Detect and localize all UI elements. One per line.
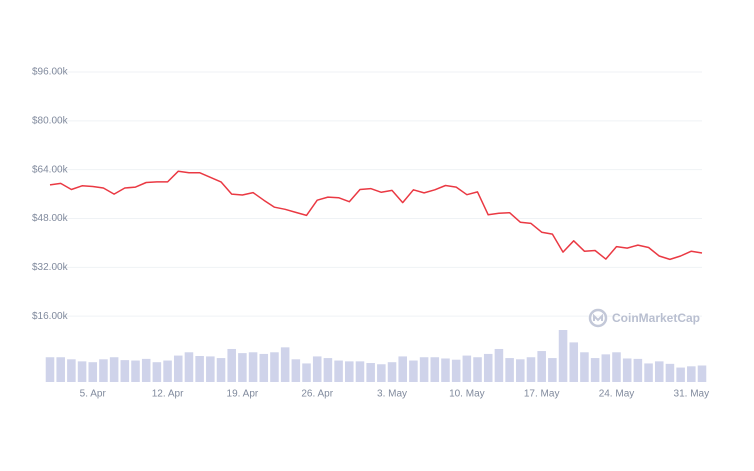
y-tick-label: $32.00k (32, 262, 69, 273)
volume-bar (141, 358, 151, 382)
y-tick-label: $16.00k (32, 311, 69, 322)
volume-bar (398, 356, 407, 382)
volume-bar (195, 356, 204, 382)
volume-bar (441, 358, 450, 382)
y-tick-label: $64.00k (32, 164, 69, 175)
watermark-logo (588, 308, 608, 328)
volume-bar (462, 355, 472, 382)
volume-bar (505, 358, 514, 382)
volume-bar (687, 366, 696, 382)
volume-bar (569, 342, 579, 382)
volume-bar (580, 352, 589, 382)
volume-bar (697, 365, 707, 382)
volume-bar (355, 361, 365, 382)
volume-bar (590, 358, 600, 382)
volume-bar (601, 354, 611, 382)
volume-bar (259, 353, 269, 382)
volume-bar (45, 357, 55, 382)
volume-bar (612, 352, 621, 382)
volume-bar (131, 360, 140, 382)
x-tick-label: 31. May (674, 389, 710, 400)
x-tick-label: 5. Apr (80, 389, 107, 400)
volume-bar (312, 356, 322, 382)
x-tick-label: 12. Apr (152, 389, 184, 400)
volume-bar (334, 360, 343, 382)
volume-bar (238, 353, 247, 382)
volume-bar (109, 357, 119, 382)
volume-bar (206, 356, 215, 382)
volume-bar (366, 363, 375, 382)
volume-bar (451, 359, 461, 382)
volume-bar (56, 357, 65, 382)
volume-bar (558, 330, 568, 382)
volume-bar (494, 348, 504, 382)
volume-bar (152, 362, 162, 382)
volume-bar (173, 355, 183, 382)
volume-bar (654, 361, 664, 382)
x-tick-label: 26. Apr (301, 389, 333, 400)
volume-bar (227, 348, 236, 382)
price-line (49, 170, 703, 261)
volume-bar (120, 360, 130, 382)
volume-bar (483, 353, 493, 382)
watermark: CoinMarketCap (612, 311, 700, 325)
volume-bar (345, 361, 354, 382)
volume-bar (216, 358, 226, 382)
volume-bar (537, 351, 546, 382)
volume-bar (419, 357, 429, 382)
volume-bar (184, 352, 194, 382)
volume-bar (67, 359, 76, 382)
volume-bar (516, 359, 525, 382)
volume-bar (387, 362, 397, 382)
volume-bar (163, 360, 172, 382)
volume-bar (409, 360, 418, 382)
x-tick-label: 24. May (599, 389, 635, 400)
volume-bar (644, 363, 653, 382)
volume-bar (99, 359, 108, 382)
volume-bar (323, 358, 333, 382)
volume-bar (248, 352, 258, 382)
volume-bar (77, 361, 87, 382)
x-tick-label: 19. Apr (227, 389, 259, 400)
x-tick-label: 17. May (524, 389, 560, 400)
volume-bar (88, 362, 98, 382)
volume-bar (548, 358, 557, 382)
y-tick-label: $96.00k (32, 67, 69, 78)
volume-bar (280, 347, 290, 382)
x-tick-label: 3. May (377, 389, 407, 400)
x-tick-label: 10. May (449, 389, 485, 400)
volume-bar (291, 359, 301, 382)
volume-bar (430, 357, 440, 382)
volume-bar (526, 357, 536, 382)
volume-bar (676, 367, 685, 382)
y-tick-label: $48.00k (32, 213, 69, 224)
volume-bar (633, 358, 643, 382)
volume-bar (622, 358, 632, 382)
y-tick-label: $80.00k (32, 115, 69, 126)
volume-bar (665, 363, 675, 382)
plot: $16.00k $32.00k $48.00k $64.00k $80.00k $96.0… (32, 67, 709, 400)
volume-bar (270, 352, 279, 382)
volume-bar (377, 364, 386, 382)
volume-bar (473, 357, 482, 382)
volume-bar (302, 363, 311, 382)
